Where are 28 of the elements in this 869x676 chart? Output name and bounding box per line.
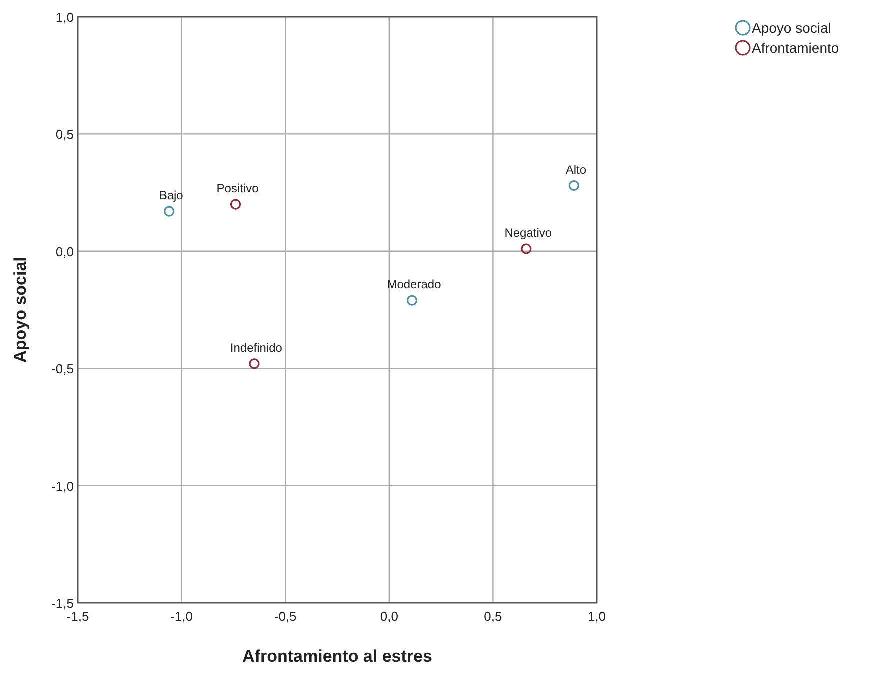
x-tick-label: -0,5	[274, 609, 297, 624]
point	[249, 358, 260, 370]
x-tick-label: 1,0	[588, 609, 606, 624]
annotation: Alto	[566, 162, 587, 177]
y-axis-title: Apoyo social	[11, 257, 30, 363]
legend-label: Apoyo social	[752, 20, 832, 36]
annotation: Negativo	[504, 226, 552, 240]
x-tick-label: 0,0	[380, 609, 398, 624]
x-tick-label: -1,5	[66, 609, 90, 624]
x-axis-title: Afrontamiento al estres	[242, 647, 432, 666]
annotation: Indefinido	[230, 340, 283, 355]
y-tick-label: 1,0	[56, 10, 74, 25]
x-tick-label: -1,0	[170, 609, 194, 624]
y-tick-label: 0,5	[56, 127, 74, 142]
point	[521, 244, 532, 254]
y-tick-label: -0,5	[52, 362, 74, 377]
point	[164, 206, 175, 217]
x-tick-label: 0,5	[484, 609, 502, 624]
y-tick-label: 0,0	[56, 244, 74, 260]
y-tick-label: -1,5	[52, 596, 74, 611]
annotation: Moderado	[387, 278, 442, 292]
point	[406, 295, 418, 306]
point	[568, 180, 580, 192]
annotation: Positivo	[216, 182, 260, 196]
y-tick-label: -1,0	[52, 478, 74, 494]
point	[230, 199, 242, 210]
annotation: Bajo	[159, 188, 184, 203]
legend-label: Afrontamiento	[752, 40, 840, 56]
